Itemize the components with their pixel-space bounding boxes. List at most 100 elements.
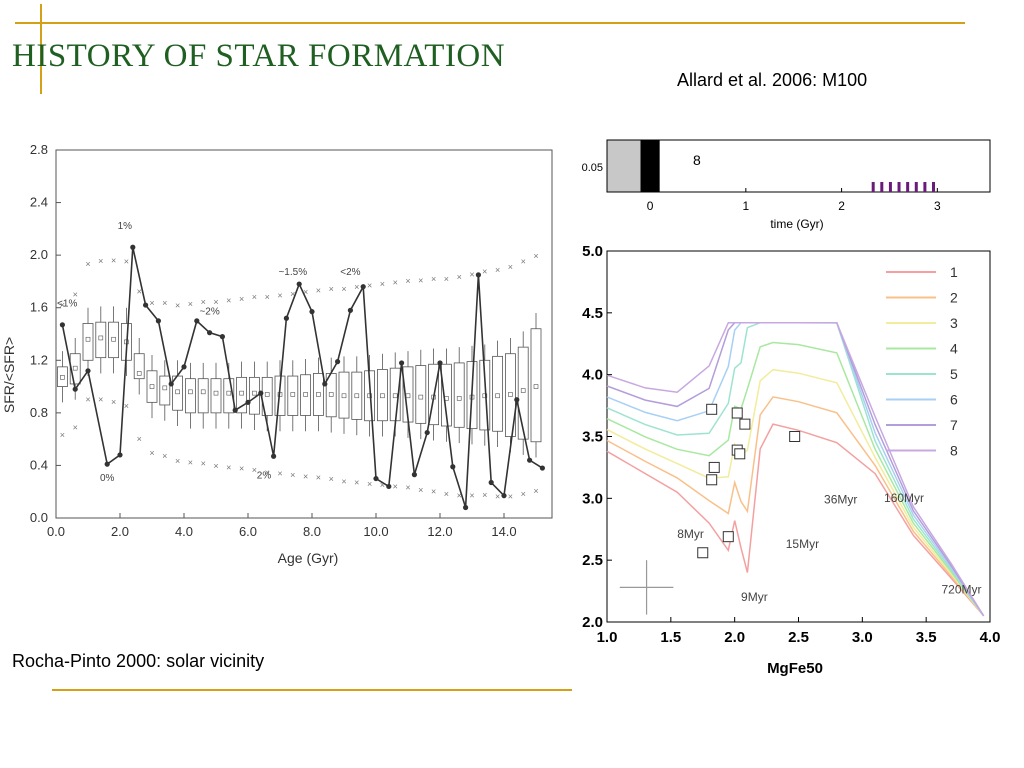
x-tick-label: 4.0 [980,629,1001,646]
box-median [328,392,334,397]
envelope-marker: × [521,256,526,266]
sfr-point [373,475,379,482]
box-median [98,335,104,341]
sfr-point [475,272,481,278]
sfr-point [130,244,136,250]
y-tick-label: 3.5 [582,429,603,446]
data-square [734,448,746,460]
sfr-point [245,399,251,405]
annotation-label: <2% [340,267,360,278]
envelope-marker: × [213,297,218,307]
left-chart-caption: Rocha-Pinto 2000: solar vicinity [12,651,265,671]
envelope-marker: × [444,274,449,284]
sfr-point [59,322,65,328]
x-tick-label: 3 [934,199,941,213]
envelope-marker: × [495,491,500,501]
sfr-point [168,381,174,387]
y-tick-label: 1.6 [30,300,48,315]
sfr-point [104,461,110,467]
data-square [739,418,751,430]
sfr-point [347,307,353,313]
sfr-point [527,457,533,463]
envelope-marker: × [508,262,513,272]
box [312,373,324,416]
x-tick-label: 2 [838,199,845,213]
envelope-marker: × [329,474,334,484]
box [338,371,350,419]
box-median [418,394,424,400]
envelope-marker: × [226,295,231,305]
envelope-marker: × [188,299,193,309]
plot-frame [55,149,553,519]
envelope-marker: × [393,277,398,287]
model-track [606,396,985,617]
box [57,366,68,387]
sfr-point [155,318,161,324]
box-median [456,396,462,401]
x-tick-label: 2.0 [111,524,129,539]
sfr-point [194,318,200,324]
envelope-marker: × [239,464,244,474]
envelope-marker: × [252,292,257,302]
age-label: 160Myr [884,491,924,505]
box [415,365,427,424]
box-median [380,393,385,399]
box [530,328,542,443]
sfr-point [72,386,78,392]
timeline-frame [606,139,991,193]
sfr-point [488,479,494,486]
y-tick-label: 0.4 [30,457,48,472]
box [210,378,222,414]
envelope-marker: × [162,298,167,308]
envelope-marker: × [73,289,78,299]
box-median [226,390,232,396]
envelope-marker: × [341,476,346,486]
y-tick-label: 1.2 [30,352,48,367]
x-tick-label: 1 [742,199,749,213]
envelope-marker: × [277,290,282,300]
box-median [264,392,270,397]
sfr-point [539,465,546,471]
box-median [508,392,513,397]
envelope-marker: × [111,256,116,266]
box [248,376,260,415]
envelope-marker: × [265,292,270,302]
envelope-marker: × [73,422,78,432]
box [300,374,312,416]
sfr-point [232,407,238,413]
envelope-marker: × [367,479,372,489]
burst-bar [880,182,884,192]
envelope-marker: × [137,434,142,444]
data-square [706,474,718,486]
envelope-marker: × [495,265,500,275]
box-median [239,390,244,396]
x-tick-label: 1.0 [597,629,618,646]
box-median [136,371,142,376]
data-square [789,431,801,442]
envelope-marker: × [469,269,474,279]
x-tick-label: 10.0 [363,524,388,539]
envelope-marker: × [162,451,167,461]
box-median [354,393,360,399]
envelope-marker: × [175,300,180,310]
annotation-label: ~2% [199,306,219,317]
envelope-marker: × [85,259,90,269]
envelope-marker: × [367,281,372,291]
sfr-point [463,504,469,511]
bottom-rule [52,689,572,691]
legend-label: 8 [950,443,958,459]
sfr-point [386,483,392,490]
x-tick-label: 12.0 [427,524,452,539]
burst-timeline-chart: 0 1 2 3 0.05 8 time (Gyr) [582,139,991,231]
y-tick-label: 2.0 [582,614,603,631]
box-median [316,392,321,397]
timeline-label: 8 [693,152,701,168]
envelope-marker: × [124,257,129,267]
box-median [188,389,193,395]
sfr-point [271,453,277,459]
envelope-marker: × [201,297,206,307]
box [479,359,491,431]
legend-label: 4 [950,341,958,357]
envelope-marker: × [98,256,103,266]
sfr-point [258,390,264,396]
